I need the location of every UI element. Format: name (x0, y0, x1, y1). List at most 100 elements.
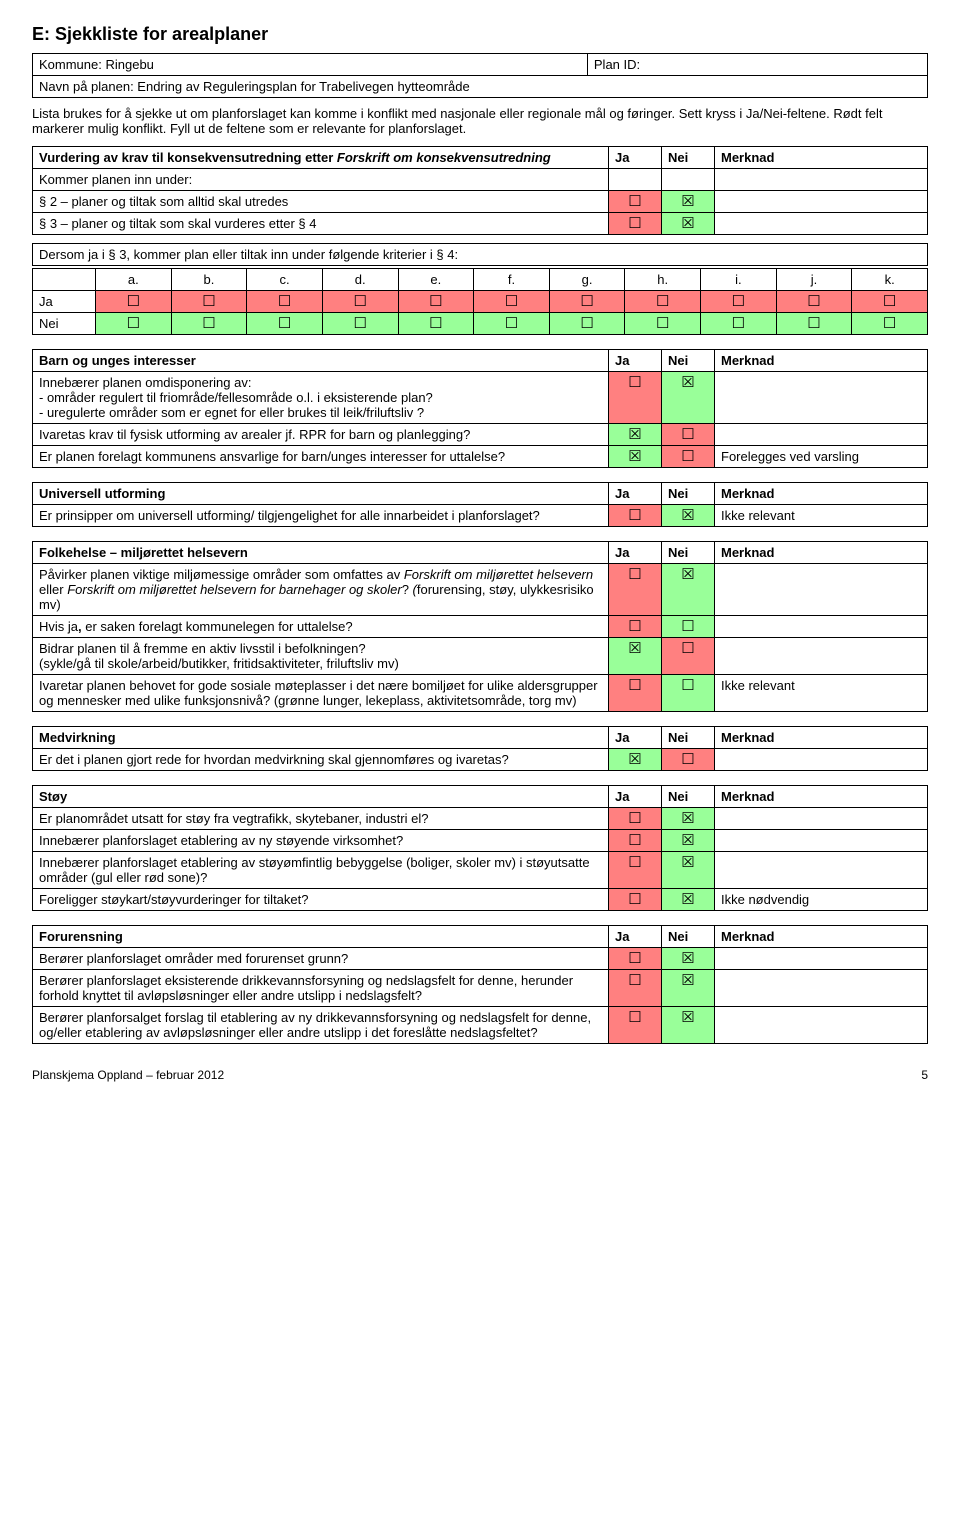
kriterier-grid: Dersom ja i § 3, kommer plan eller tilta… (32, 243, 928, 266)
grid-letter: b. (171, 269, 247, 291)
col-ja: Ja (609, 350, 662, 372)
checkbox-nei[interactable]: ☒ (662, 830, 715, 852)
checkbox-ja[interactable]: ☒ (609, 424, 662, 446)
section-konsekvensutredning: Vurdering av krav til konsekvensutrednin… (32, 146, 928, 235)
checkbox-ja[interactable]: ☐ (609, 372, 662, 424)
section-header: Forurensning (33, 926, 609, 948)
merknad-cell (715, 970, 928, 1007)
checkbox-nei[interactable]: ☒ (662, 505, 715, 527)
checkbox[interactable]: ☐ (701, 291, 777, 313)
checkbox-ja[interactable]: ☐ (609, 675, 662, 712)
checkbox-ja[interactable]: ☐ (609, 808, 662, 830)
checkbox-nei[interactable]: ☒ (662, 564, 715, 616)
checkbox-nei[interactable]: ☐ (662, 638, 715, 675)
col-merknad: Merknad (715, 483, 928, 505)
row-text: Ivaretar planen behovet for gode sosiale… (33, 675, 609, 712)
checkbox-nei[interactable]: ☒ (662, 808, 715, 830)
checkbox-nei[interactable]: ☒ (662, 852, 715, 889)
checkbox[interactable]: ☐ (776, 313, 852, 335)
grid-letters-row: a. b. c. d. e. f. g. h. i. j. k. (33, 269, 928, 291)
page-title: E: Sjekkliste for arealplaner (32, 24, 928, 45)
cell-blank (662, 169, 715, 191)
checkbox[interactable]: ☐ (322, 313, 398, 335)
checkbox-ja[interactable]: ☐ (609, 852, 662, 889)
checkbox-ja[interactable]: ☐ (609, 564, 662, 616)
merknad-cell (715, 749, 928, 771)
checkbox-ja[interactable]: ☐ (609, 213, 662, 235)
checkbox-ja[interactable]: ☐ (609, 1007, 662, 1044)
merknad-cell (715, 852, 928, 889)
checkbox[interactable]: ☐ (474, 291, 550, 313)
checkbox-nei[interactable]: ☒ (662, 970, 715, 1007)
checkbox[interactable]: ☐ (96, 313, 172, 335)
col-nei: Nei (662, 483, 715, 505)
merknad-cell (715, 424, 928, 446)
row-text: Bidrar planen til å fremme en aktiv livs… (33, 638, 609, 675)
checkbox-ja[interactable]: ☒ (609, 446, 662, 468)
checkbox[interactable]: ☐ (171, 291, 247, 313)
section-header: Medvirkning (33, 727, 609, 749)
col-merknad: Merknad (715, 147, 928, 169)
section-barn-unge: Barn og unges interesser Ja Nei Merknad … (32, 349, 928, 468)
checkbox-nei[interactable]: ☐ (662, 424, 715, 446)
checkbox[interactable]: ☐ (625, 313, 701, 335)
checkbox-nei[interactable]: ☒ (662, 372, 715, 424)
cell-blank (609, 169, 662, 191)
col-nei: Nei (662, 926, 715, 948)
checkbox[interactable]: ☐ (776, 291, 852, 313)
checkbox-ja[interactable]: ☐ (609, 191, 662, 213)
checkbox[interactable]: ☐ (701, 313, 777, 335)
checkbox[interactable]: ☐ (474, 313, 550, 335)
checkbox[interactable]: ☐ (322, 291, 398, 313)
row-text: Innebærer planen omdisponering av:- områ… (33, 372, 609, 424)
merknad-cell (715, 372, 928, 424)
grid-letter: g. (549, 269, 625, 291)
checkbox[interactable]: ☐ (247, 313, 323, 335)
checkbox-ja[interactable]: ☐ (609, 948, 662, 970)
checkbox-ja[interactable]: ☐ (609, 505, 662, 527)
checkbox[interactable]: ☐ (852, 291, 928, 313)
merknad-cell: Ikke nødvendig (715, 889, 928, 911)
checkbox-nei[interactable]: ☒ (662, 1007, 715, 1044)
col-ja: Ja (609, 727, 662, 749)
checkbox[interactable]: ☐ (96, 291, 172, 313)
section-header: Vurdering av krav til konsekvensutrednin… (33, 147, 609, 169)
checkbox-ja[interactable]: ☐ (609, 970, 662, 1007)
checkbox-ja[interactable]: ☒ (609, 638, 662, 675)
row-text: § 2 – planer og tiltak som alltid skal u… (33, 191, 609, 213)
merknad-cell: Forelegges ved varsling (715, 446, 928, 468)
col-merknad: Merknad (715, 727, 928, 749)
checkbox-nei[interactable]: ☐ (662, 749, 715, 771)
checkbox[interactable]: ☐ (398, 291, 474, 313)
footer-page-number: 5 (921, 1068, 928, 1082)
checkbox-ja[interactable]: ☐ (609, 830, 662, 852)
checkbox[interactable]: ☐ (549, 291, 625, 313)
checkbox-nei[interactable]: ☐ (662, 616, 715, 638)
checkbox-ja[interactable]: ☐ (609, 889, 662, 911)
row-text: § 3 – planer og tiltak som skal vurderes… (33, 213, 609, 235)
checkbox-nei[interactable]: ☒ (662, 213, 715, 235)
col-merknad: Merknad (715, 350, 928, 372)
row-text: Kommer planen inn under: (33, 169, 609, 191)
checkbox-nei[interactable]: ☒ (662, 948, 715, 970)
row-text: Innebærer planforslaget etablering av ny… (33, 830, 609, 852)
col-ja: Ja (609, 147, 662, 169)
checkbox[interactable]: ☐ (625, 291, 701, 313)
col-ja: Ja (609, 926, 662, 948)
checkbox-ja[interactable]: ☐ (609, 616, 662, 638)
checkbox[interactable]: ☐ (247, 291, 323, 313)
plan-navn: Navn på planen: Endring av Reguleringspl… (33, 76, 928, 98)
row-text: Er det i planen gjort rede for hvordan m… (33, 749, 609, 771)
checkbox-nei[interactable]: ☐ (662, 446, 715, 468)
checkbox[interactable]: ☐ (398, 313, 474, 335)
checkbox-nei[interactable]: ☐ (662, 675, 715, 712)
intro-text: Lista brukes for å sjekke ut om planfors… (32, 106, 928, 136)
checkbox-ja[interactable]: ☒ (609, 749, 662, 771)
checkbox[interactable]: ☐ (852, 313, 928, 335)
checkbox-nei[interactable]: ☒ (662, 889, 715, 911)
checkbox[interactable]: ☐ (171, 313, 247, 335)
row-label: Nei (33, 313, 96, 335)
row-text: Ivaretas krav til fysisk utforming av ar… (33, 424, 609, 446)
checkbox-nei[interactable]: ☒ (662, 191, 715, 213)
checkbox[interactable]: ☐ (549, 313, 625, 335)
